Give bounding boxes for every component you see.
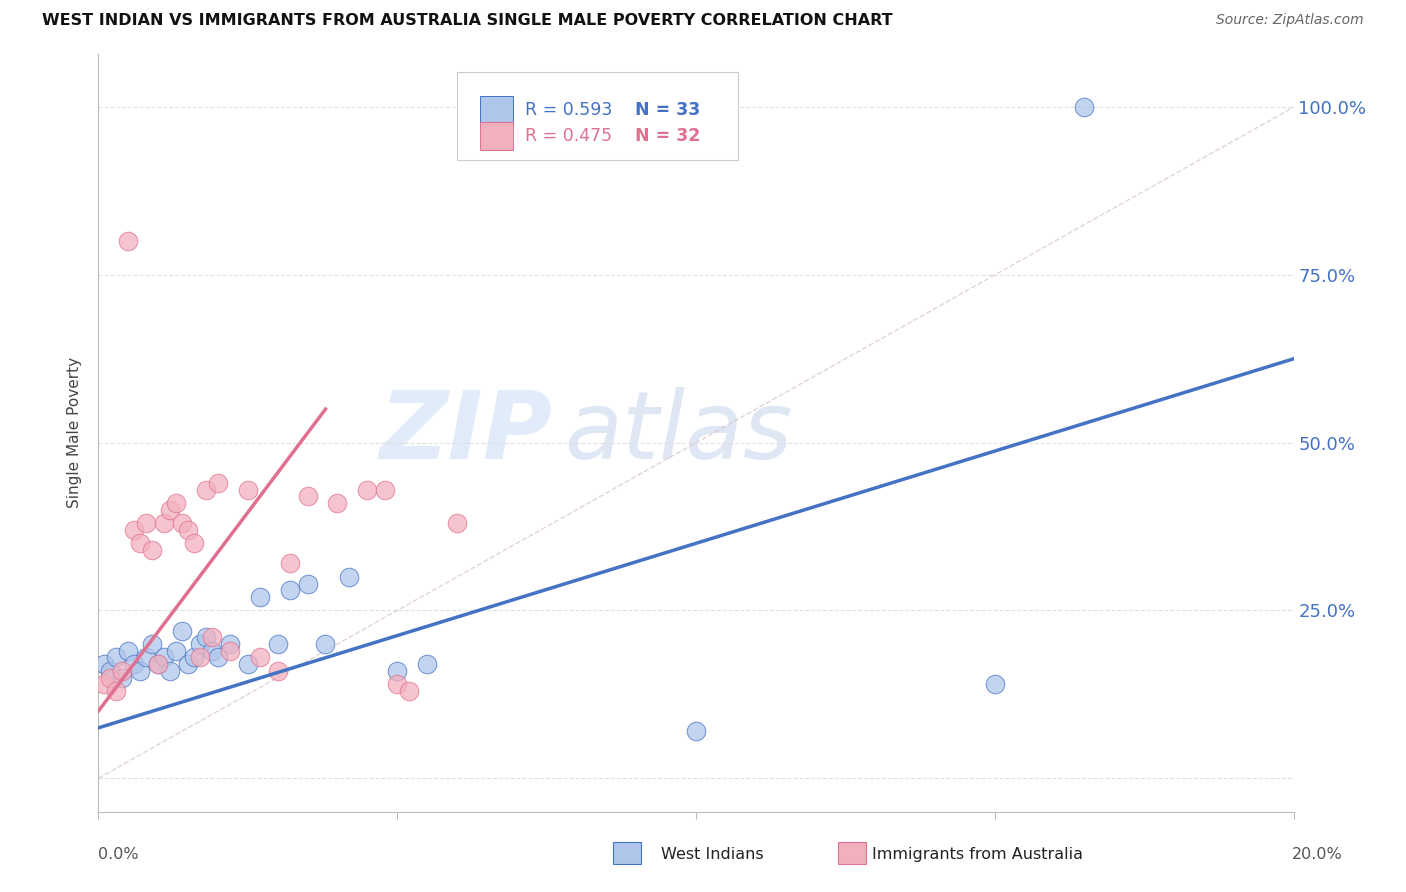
Text: N = 33: N = 33 <box>636 101 700 119</box>
Point <box>93 677 115 691</box>
Point <box>111 671 134 685</box>
Text: R = 0.475: R = 0.475 <box>524 127 612 145</box>
Point <box>446 516 468 531</box>
Point <box>177 657 200 672</box>
Point <box>685 724 707 739</box>
Point <box>135 516 157 531</box>
Point <box>219 637 242 651</box>
Point <box>219 643 242 657</box>
Point <box>159 664 181 678</box>
Point <box>172 624 194 638</box>
Text: ZIP: ZIP <box>380 386 553 479</box>
Point <box>398 684 420 698</box>
Point <box>207 475 229 490</box>
Point <box>148 657 170 672</box>
Text: N = 32: N = 32 <box>636 127 700 145</box>
Point <box>267 637 290 651</box>
Point <box>141 543 163 558</box>
Point <box>129 536 152 550</box>
Point <box>267 664 290 678</box>
Point <box>153 650 176 665</box>
Text: 20.0%: 20.0% <box>1292 847 1343 862</box>
Text: West Indians: West Indians <box>661 847 763 862</box>
Text: Immigrants from Australia: Immigrants from Australia <box>872 847 1083 862</box>
FancyBboxPatch shape <box>457 72 738 160</box>
Point <box>385 677 409 691</box>
Point <box>105 684 128 698</box>
Point <box>236 483 259 497</box>
Point <box>148 657 170 672</box>
Point <box>124 523 146 537</box>
Point <box>278 557 301 571</box>
Point <box>207 650 229 665</box>
Point <box>236 657 259 672</box>
Point <box>195 630 218 644</box>
Text: R = 0.593: R = 0.593 <box>524 101 613 119</box>
Point <box>385 664 409 678</box>
Point <box>188 650 211 665</box>
Point <box>129 664 152 678</box>
Point <box>183 650 205 665</box>
Text: atlas: atlas <box>565 387 793 478</box>
Point <box>416 657 439 672</box>
Point <box>165 496 187 510</box>
Point <box>201 630 224 644</box>
Point <box>201 643 224 657</box>
Point <box>326 496 349 510</box>
Point <box>1073 100 1095 114</box>
Point <box>195 483 218 497</box>
Point <box>93 657 115 672</box>
FancyBboxPatch shape <box>479 122 513 150</box>
Point <box>339 570 361 584</box>
Point <box>374 483 396 497</box>
Point <box>159 503 181 517</box>
Point <box>153 516 176 531</box>
Point <box>249 650 271 665</box>
Point <box>984 677 1007 691</box>
Text: 0.0%: 0.0% <box>98 847 139 862</box>
Point <box>315 637 337 651</box>
Point <box>111 664 134 678</box>
Point <box>124 657 146 672</box>
FancyBboxPatch shape <box>479 96 513 123</box>
Point <box>117 235 139 249</box>
Point <box>356 483 378 497</box>
Point <box>105 650 128 665</box>
Point <box>183 536 205 550</box>
Point <box>141 637 163 651</box>
Point <box>278 583 301 598</box>
Point <box>177 523 200 537</box>
Point <box>135 650 157 665</box>
Point <box>249 590 271 604</box>
Point <box>297 489 319 503</box>
Point <box>98 671 122 685</box>
Point <box>117 643 139 657</box>
Y-axis label: Single Male Poverty: Single Male Poverty <box>67 357 83 508</box>
Point <box>188 637 211 651</box>
Text: Source: ZipAtlas.com: Source: ZipAtlas.com <box>1216 13 1364 28</box>
Point <box>172 516 194 531</box>
Point <box>98 664 122 678</box>
Text: WEST INDIAN VS IMMIGRANTS FROM AUSTRALIA SINGLE MALE POVERTY CORRELATION CHART: WEST INDIAN VS IMMIGRANTS FROM AUSTRALIA… <box>42 13 893 29</box>
Point <box>297 576 319 591</box>
Point <box>165 643 187 657</box>
